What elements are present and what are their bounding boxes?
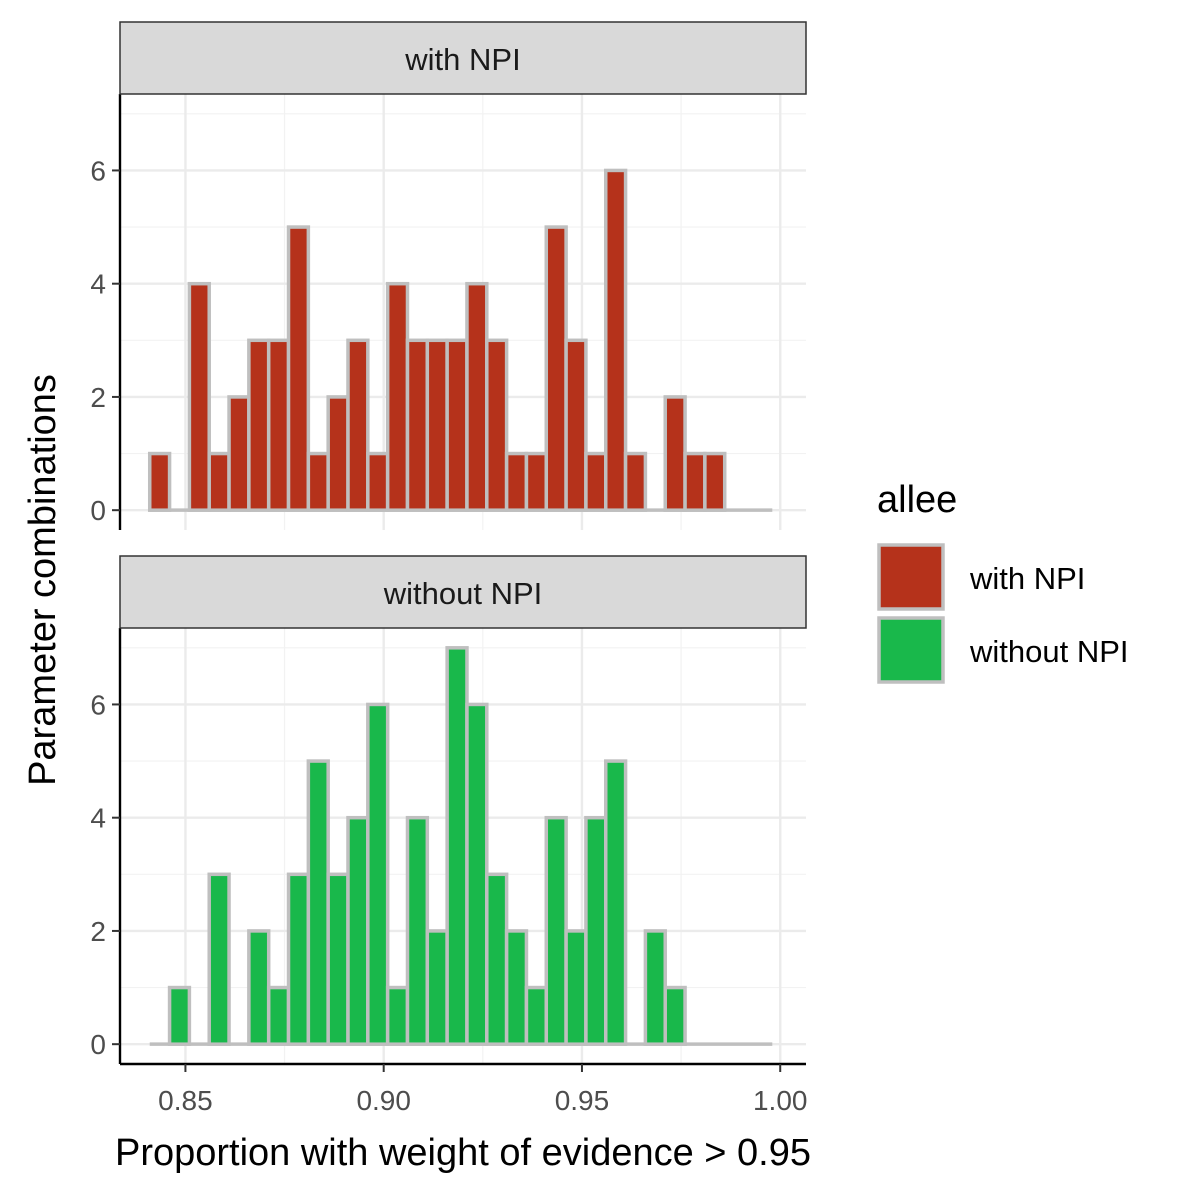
bar-without-npi [286, 872, 311, 1046]
bar-with-npi [147, 451, 172, 512]
bar-without-npi [663, 985, 687, 1046]
legend: allee with NPI without NPI [877, 479, 1129, 684]
bar-without-npi [584, 815, 608, 1046]
bar-with-npi [584, 451, 608, 512]
bar-with-npi [366, 451, 390, 512]
y-tick-label: 6 [90, 689, 106, 720]
bar-without-npi [385, 985, 410, 1046]
legend-key-with-npi [877, 543, 945, 611]
bar-with-npi [306, 451, 330, 512]
bar-with-npi [286, 225, 311, 512]
bar-without-npi [247, 929, 271, 1046]
y-tick-label: 4 [90, 269, 106, 300]
bar-with-npi [266, 338, 291, 512]
legend-label-without-npi: without NPI [969, 634, 1129, 669]
y-tick-label: 6 [90, 155, 106, 186]
y-tick-label: 2 [90, 382, 106, 413]
bar-with-npi [346, 338, 370, 512]
bar-with-npi [425, 338, 449, 512]
bar-without-npi [544, 815, 568, 1046]
bar-without-npi [425, 929, 449, 1046]
y-tick-label: 4 [90, 803, 106, 834]
bar-with-npi [187, 281, 211, 512]
legend-title: allee [877, 479, 957, 521]
strip-without-npi-background [119, 555, 807, 629]
bar-with-npi [207, 451, 231, 512]
bar-without-npi [167, 985, 192, 1046]
strip-without-npi: without NPI [119, 555, 807, 629]
bar-with-npi [465, 281, 489, 512]
x-axis: 0.85 0.90 0.95 1.00 [120, 1062, 808, 1116]
bar-without-npi [405, 815, 430, 1046]
bar-without-npi [266, 985, 291, 1046]
bar-without-npi [524, 985, 549, 1046]
bar-with-npi [385, 281, 410, 512]
bar-without-npi [643, 929, 667, 1046]
bar-without-npi [445, 646, 469, 1046]
bar-with-npi [445, 338, 469, 512]
bar-with-npi [504, 451, 529, 512]
bar-without-npi [465, 702, 489, 1046]
strip-without-npi-label: without NPI [383, 576, 543, 611]
bar-with-npi [663, 395, 687, 512]
panel-with-npi: 0 2 4 6 with NPI [90, 21, 807, 530]
bar-with-npi [405, 338, 430, 512]
bar-without-npi [504, 929, 529, 1046]
bar-with-npi [524, 451, 549, 512]
bar-without-npi [485, 872, 509, 1046]
strip-with-npi: with NPI [119, 21, 807, 95]
y-axis-title: Parameter combinations [22, 374, 64, 786]
bar-without-npi [564, 929, 588, 1046]
bar-with-npi [247, 338, 271, 512]
bar-without-npi [366, 702, 390, 1046]
panel-without-npi: 0 2 4 6 without NPI [90, 555, 807, 1064]
bar-without-npi [604, 759, 628, 1046]
panel-with-npi-y-axis: 0 2 4 6 [90, 94, 122, 530]
bar-with-npi [604, 168, 628, 512]
bar-with-npi [564, 338, 588, 512]
x-tick-label: 0.85 [158, 1085, 213, 1116]
bar-with-npi [227, 395, 251, 512]
y-tick-label: 0 [90, 1029, 106, 1060]
x-axis-title: Proportion with weight of evidence > 0.9… [115, 1132, 811, 1174]
bar-without-npi [207, 872, 231, 1046]
x-tick-label: 0.95 [555, 1085, 610, 1116]
x-tick-label: 1.00 [753, 1085, 808, 1116]
bar-with-npi [683, 451, 707, 512]
x-tick-label: 0.90 [356, 1085, 411, 1116]
bar-with-npi [623, 451, 648, 512]
bar-without-npi [306, 759, 330, 1046]
bar-with-npi [485, 338, 509, 512]
y-tick-label: 2 [90, 916, 106, 947]
strip-with-npi-label: with NPI [404, 42, 520, 77]
legend-label-with-npi: with NPI [969, 561, 1085, 596]
legend-key-without-npi [877, 616, 945, 684]
panel-without-npi-y-axis: 0 2 4 6 [90, 628, 122, 1064]
bar-with-npi [544, 225, 568, 512]
bar-with-npi [703, 451, 727, 512]
bar-without-npi [326, 872, 350, 1046]
y-tick-label: 0 [90, 495, 106, 526]
panel-with-npi-bars [147, 168, 773, 512]
bar-with-npi [326, 395, 350, 512]
strip-with-npi-background [119, 21, 807, 95]
bar-without-npi [346, 815, 370, 1046]
panel-without-npi-bars [149, 646, 773, 1046]
